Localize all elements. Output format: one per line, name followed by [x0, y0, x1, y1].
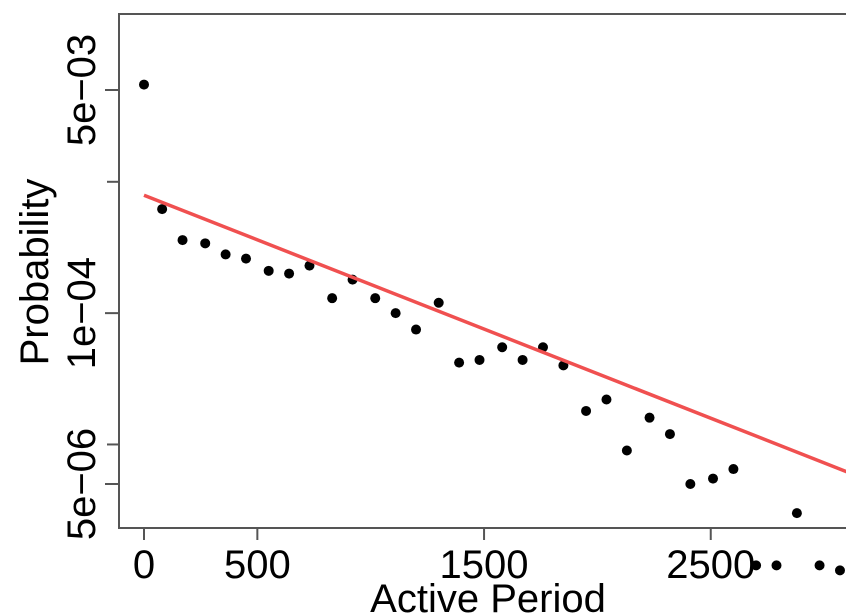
x-tick-label: 2500: [666, 543, 755, 587]
data-point: [517, 354, 528, 365]
data-point: [664, 429, 675, 440]
data-point: [644, 412, 655, 423]
x-tick-label: 0: [133, 543, 155, 587]
x-tick-label: 500: [224, 543, 291, 587]
data-point: [751, 560, 762, 571]
fit-line: [143, 193, 846, 474]
data-point: [370, 293, 381, 304]
data-point: [621, 445, 632, 456]
y-tick-label: 1e−04: [60, 257, 104, 369]
y-axis-label: Probability: [13, 179, 57, 366]
data-point: [474, 354, 485, 365]
data-point: [685, 479, 696, 489]
data-points: [139, 79, 845, 576]
data-point: [771, 560, 782, 571]
data-point: [220, 249, 231, 260]
data-point: [834, 565, 845, 576]
y-tick-label: 5e−03: [60, 34, 104, 146]
data-point: [791, 508, 802, 519]
data-point: [728, 464, 739, 475]
data-point: [433, 297, 444, 308]
y-tick-label: 5e−06: [60, 428, 104, 540]
x-axis-label: Active Period: [370, 577, 606, 614]
x-tick-label: 1500: [440, 543, 529, 587]
plot-frame: [118, 13, 846, 529]
data-point: [390, 308, 401, 319]
data-point: [157, 204, 168, 215]
data-point: [139, 79, 149, 90]
data-point: [177, 235, 188, 246]
data-point: [263, 265, 274, 276]
data-point: [327, 293, 338, 304]
data-point: [284, 268, 295, 279]
data-point: [497, 342, 508, 353]
fit-line-group: [143, 193, 846, 474]
data-point: [581, 405, 592, 416]
data-point: [708, 473, 719, 484]
data-point: [601, 394, 612, 405]
data-point: [411, 324, 422, 335]
y-axis: 5e−06 1e−04 5e−03: [60, 34, 119, 540]
data-point: [814, 560, 825, 571]
x-axis: 0 500 1500 2500: [133, 528, 755, 587]
data-point: [241, 253, 252, 264]
data-point: [454, 357, 465, 368]
data-point: [200, 238, 211, 249]
